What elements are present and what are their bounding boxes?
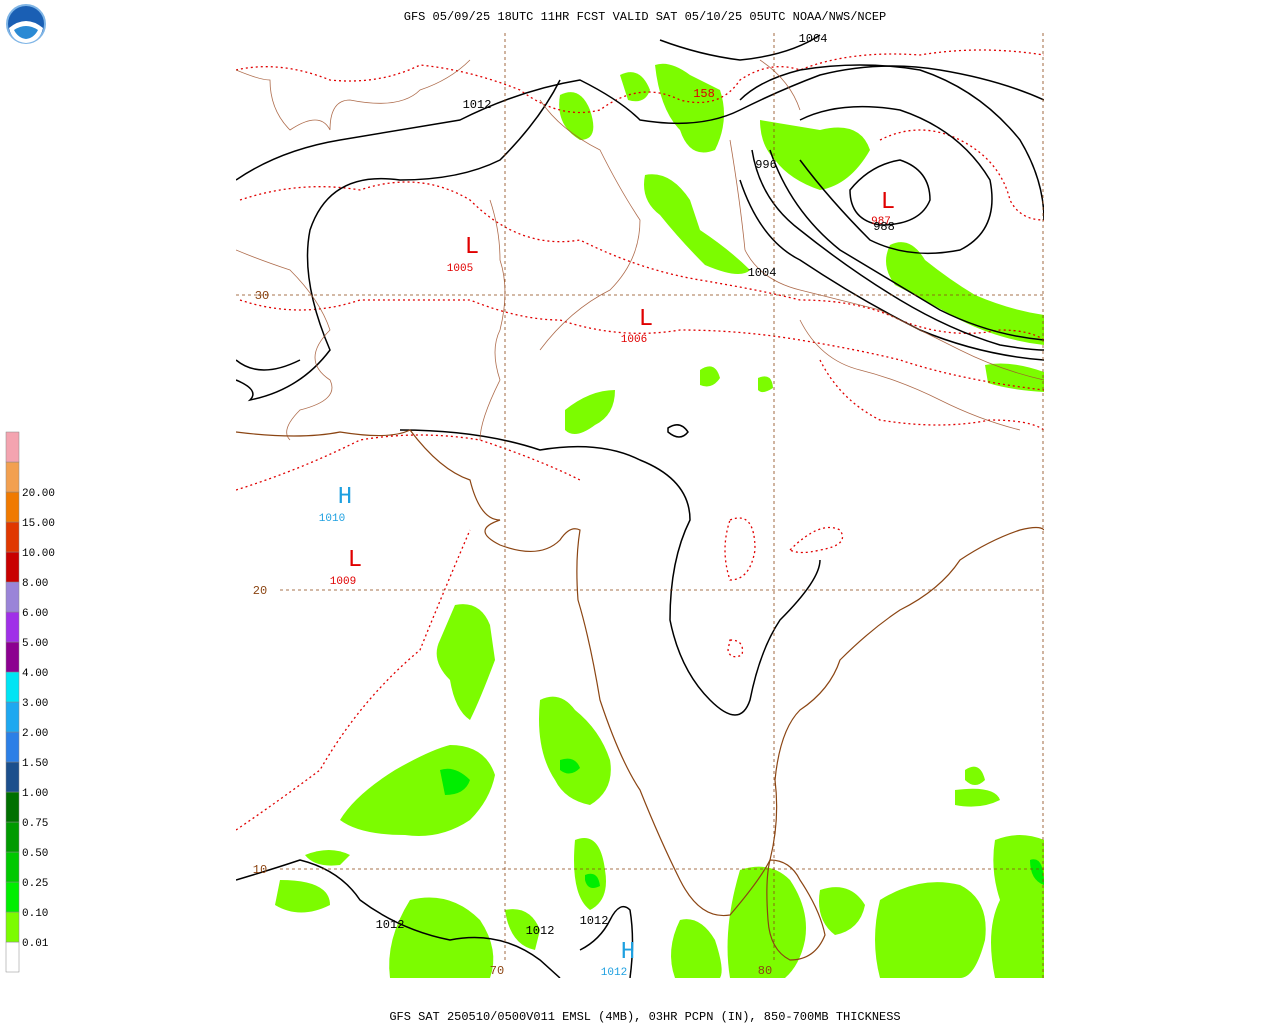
map-label: 10 — [253, 863, 267, 877]
map-label: H — [338, 484, 352, 511]
legend-swatch — [5, 641, 20, 673]
map-label: 1009 — [330, 576, 356, 588]
map-label: 987 — [871, 216, 891, 228]
noaa-logo — [6, 4, 46, 44]
legend-swatch — [5, 851, 20, 883]
map-label: 80 — [758, 964, 772, 978]
legend-swatch — [5, 491, 20, 523]
legend-label: 20.00 — [22, 488, 55, 500]
map-label: 1010 — [319, 513, 345, 525]
map-label: 1004 — [748, 266, 777, 280]
legend-swatch — [5, 431, 20, 463]
legend-swatch — [5, 581, 20, 613]
coastlines — [236, 429, 1044, 961]
legend-swatch — [5, 881, 20, 913]
map-footer: GFS SAT 250510/0500V011 EMSL (4MB), 03HR… — [389, 1010, 900, 1024]
legend-label: 8.00 — [22, 578, 48, 590]
precip-heavier — [440, 758, 1044, 888]
legend-swatch — [5, 671, 20, 703]
legend-label: 4.00 — [22, 668, 48, 680]
legend-label: 0.10 — [22, 908, 48, 920]
map-label: 1012 — [376, 918, 405, 932]
legend-swatch — [5, 611, 20, 643]
map-label: 158 — [693, 87, 715, 101]
precip-legend: 0.01 0.10 0.25 0.50 0.75 1.00 1.50 2.00 3.00 4.00… — [5, 431, 55, 973]
legend-label: 0.50 — [22, 848, 48, 860]
map-label: 1012 — [463, 98, 492, 112]
legend-swatch — [5, 731, 20, 763]
map-title: GFS 05/09/25 18UTC 11HR FCST VALID SAT 0… — [404, 10, 886, 24]
legend-label: 5.00 — [22, 638, 48, 650]
map-label: 20 — [253, 584, 267, 598]
precip-areas — [275, 63, 1044, 978]
map-label: 70 — [490, 964, 504, 978]
legend-swatch — [5, 941, 20, 973]
map-label: 1012 — [526, 924, 555, 938]
legend-label: 0.01 — [22, 938, 49, 950]
map-label: 1006 — [621, 334, 647, 346]
map-label: 30 — [255, 289, 269, 303]
legend-swatch — [5, 551, 20, 583]
legend-label: 15.00 — [22, 518, 55, 530]
legend-swatch — [5, 911, 20, 943]
map-label: 996 — [755, 158, 777, 172]
legend-swatch — [5, 461, 20, 493]
thickness-contours — [236, 49, 1044, 831]
map-label: L — [465, 234, 479, 261]
isobars — [236, 34, 1044, 978]
legend-label: 2.00 — [22, 728, 48, 740]
legend-swatch — [5, 821, 20, 853]
map-area — [236, 33, 1044, 978]
legend-label: 3.00 — [22, 698, 48, 710]
legend-swatch — [5, 701, 20, 733]
map-label: 1005 — [447, 263, 473, 275]
borders — [236, 59, 1044, 441]
legend-swatch — [5, 521, 20, 553]
graticule — [236, 33, 1044, 978]
map-label: L — [639, 306, 653, 333]
map-label: 1004 — [799, 32, 828, 46]
legend-swatch — [5, 791, 20, 823]
map-label: L — [881, 189, 895, 216]
legend-swatch — [5, 761, 20, 793]
legend-label: 10.00 — [22, 548, 55, 560]
legend-label: 1.00 — [22, 788, 48, 800]
legend-label: 0.25 — [22, 878, 48, 890]
map-labels: 10041012158996L9879881004L1005L1006H1010… — [253, 32, 895, 979]
map-label: L — [348, 547, 362, 574]
map-label: 988 — [873, 220, 895, 234]
legend-label: 1.50 — [22, 758, 48, 770]
map-label: 1012 — [601, 967, 627, 979]
map-label: 1012 — [580, 914, 609, 928]
legend-label: 0.75 — [22, 818, 48, 830]
legend-label: 6.00 — [22, 608, 48, 620]
map-label: H — [621, 939, 635, 966]
